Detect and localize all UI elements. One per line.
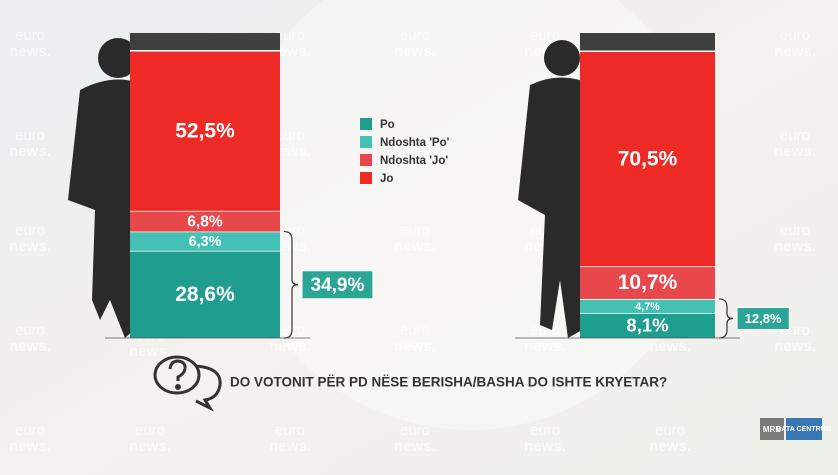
bar-segment — [130, 250, 280, 338]
watermark: euro — [400, 27, 430, 44]
bracket — [718, 298, 734, 339]
watermark: euro — [275, 27, 305, 44]
legend-swatch — [360, 118, 372, 130]
watermark: euro — [530, 422, 560, 439]
legend-swatch — [360, 154, 372, 166]
value-label: 70,5% — [618, 147, 678, 170]
watermark: news. — [774, 238, 816, 255]
question-icon — [153, 355, 222, 412]
value-label: 6,3% — [189, 234, 222, 250]
legend-label: Ndoshta 'Jo' — [380, 155, 448, 167]
watermark: news. — [394, 238, 436, 255]
watermark: news. — [524, 338, 566, 355]
watermark: news. — [269, 438, 311, 455]
legend-label: Po — [380, 119, 395, 131]
watermark: euro — [400, 222, 430, 239]
watermark: news. — [9, 338, 51, 355]
watermark: euro — [530, 27, 560, 44]
watermark: news. — [649, 338, 691, 355]
watermark: news. — [524, 438, 566, 455]
logo-box — [786, 418, 822, 440]
watermark: news. — [9, 238, 51, 255]
bar-segment — [580, 313, 715, 338]
watermark: euro — [15, 27, 45, 44]
watermark: euro — [135, 422, 165, 439]
logo: MRB — [763, 425, 781, 434]
watermark: euro — [400, 422, 430, 439]
watermarks: euronews.euronews.euronews.euronews.euro… — [9, 27, 816, 455]
legend-label: Jo — [380, 173, 393, 185]
value-label: 6,8% — [187, 213, 223, 230]
legend-swatch — [360, 172, 372, 184]
watermark: news. — [9, 43, 51, 60]
value-label: 4,7% — [635, 301, 660, 313]
watermark: news. — [9, 143, 51, 160]
watermark: news. — [774, 43, 816, 60]
legend-label: Ndoshta 'Po' — [380, 137, 450, 149]
legend-swatch — [360, 136, 372, 148]
watermark: euro — [275, 322, 305, 339]
watermark: euro — [15, 222, 45, 239]
watermark: euro — [400, 322, 430, 339]
watermark: euro — [655, 422, 685, 439]
plot: 28,6% 6,3% 6,8% 52,5% 34,9% 8,1% 4,7% 10,7% 70,5… — [105, 33, 790, 339]
watermark: news. — [394, 338, 436, 355]
chart-title: DO VOTONIT PËR PD NËSE BERISHA/BASHA DO … — [230, 375, 667, 390]
total-label: 12,8% — [745, 311, 782, 326]
watermark: news. — [269, 338, 311, 355]
bar-segment — [130, 231, 280, 251]
watermark: euro — [275, 422, 305, 439]
bar-segment — [130, 50, 280, 211]
bar-segment — [580, 51, 715, 267]
bar-segment — [130, 210, 280, 232]
watermark: news. — [129, 343, 171, 360]
value-label: 8,1% — [626, 315, 668, 336]
logo: DATA CENTRUM — [776, 426, 831, 433]
watermark: euro — [275, 222, 305, 239]
watermark: news. — [774, 338, 816, 355]
watermark: news. — [649, 438, 691, 455]
value-label: 28,6% — [175, 283, 235, 306]
watermark: euro — [275, 127, 305, 144]
watermark: euro — [15, 127, 45, 144]
watermark: euro — [780, 127, 810, 144]
total-box — [736, 306, 790, 330]
bracket — [283, 230, 299, 339]
watermark: news. — [394, 43, 436, 60]
bar-segment — [580, 266, 715, 299]
watermark: euro — [780, 222, 810, 239]
value-label: 52,5% — [175, 119, 235, 142]
watermark: news. — [129, 438, 171, 455]
watermark: euro — [15, 322, 45, 339]
watermark: news. — [9, 438, 51, 455]
watermark: news. — [774, 143, 816, 160]
bar-segment — [580, 298, 715, 314]
total-box — [301, 270, 374, 300]
total-label: 34,9% — [311, 275, 365, 296]
watermark: news. — [394, 438, 436, 455]
logo-box — [760, 418, 784, 440]
value-label: 10,7% — [618, 271, 678, 294]
watermark: euro — [15, 422, 45, 439]
watermark: euro — [780, 27, 810, 44]
